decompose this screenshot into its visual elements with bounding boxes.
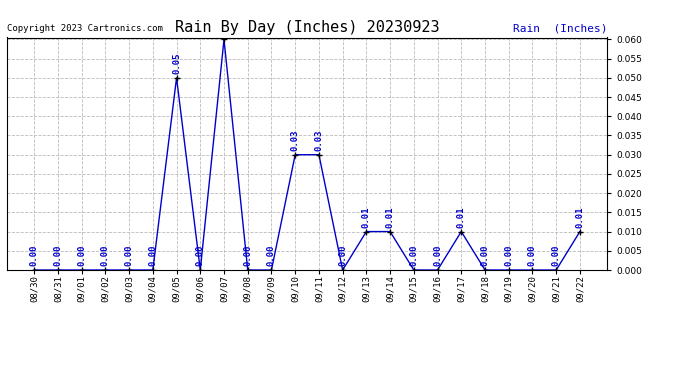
Text: 0.01: 0.01 — [575, 206, 584, 228]
Text: 0.00: 0.00 — [244, 244, 253, 266]
Text: 0.00: 0.00 — [267, 244, 276, 266]
Text: 0.00: 0.00 — [504, 244, 513, 266]
Text: 0.00: 0.00 — [196, 244, 205, 266]
Text: 0.00: 0.00 — [480, 244, 489, 266]
Text: 0.00: 0.00 — [53, 244, 62, 266]
Title: Rain By Day (Inches) 20230923: Rain By Day (Inches) 20230923 — [175, 20, 440, 35]
Text: 0.03: 0.03 — [290, 129, 299, 151]
Text: 0.00: 0.00 — [125, 244, 134, 266]
Text: 0.00: 0.00 — [101, 244, 110, 266]
Text: Rain  (Inches): Rain (Inches) — [513, 24, 607, 33]
Text: 0.06: 0.06 — [0, 374, 1, 375]
Text: 0.01: 0.01 — [362, 206, 371, 228]
Text: 0.00: 0.00 — [433, 244, 442, 266]
Text: Copyright 2023 Cartronics.com: Copyright 2023 Cartronics.com — [7, 24, 163, 33]
Text: 0.00: 0.00 — [409, 244, 418, 266]
Text: 0.00: 0.00 — [77, 244, 86, 266]
Text: 0.00: 0.00 — [552, 244, 561, 266]
Text: 0.03: 0.03 — [315, 129, 324, 151]
Text: 0.00: 0.00 — [528, 244, 537, 266]
Text: 0.01: 0.01 — [386, 206, 395, 228]
Text: 0.05: 0.05 — [172, 53, 181, 74]
Text: 0.00: 0.00 — [148, 244, 157, 266]
Text: 0.00: 0.00 — [338, 244, 347, 266]
Text: 0.01: 0.01 — [457, 206, 466, 228]
Text: 0.00: 0.00 — [30, 244, 39, 266]
